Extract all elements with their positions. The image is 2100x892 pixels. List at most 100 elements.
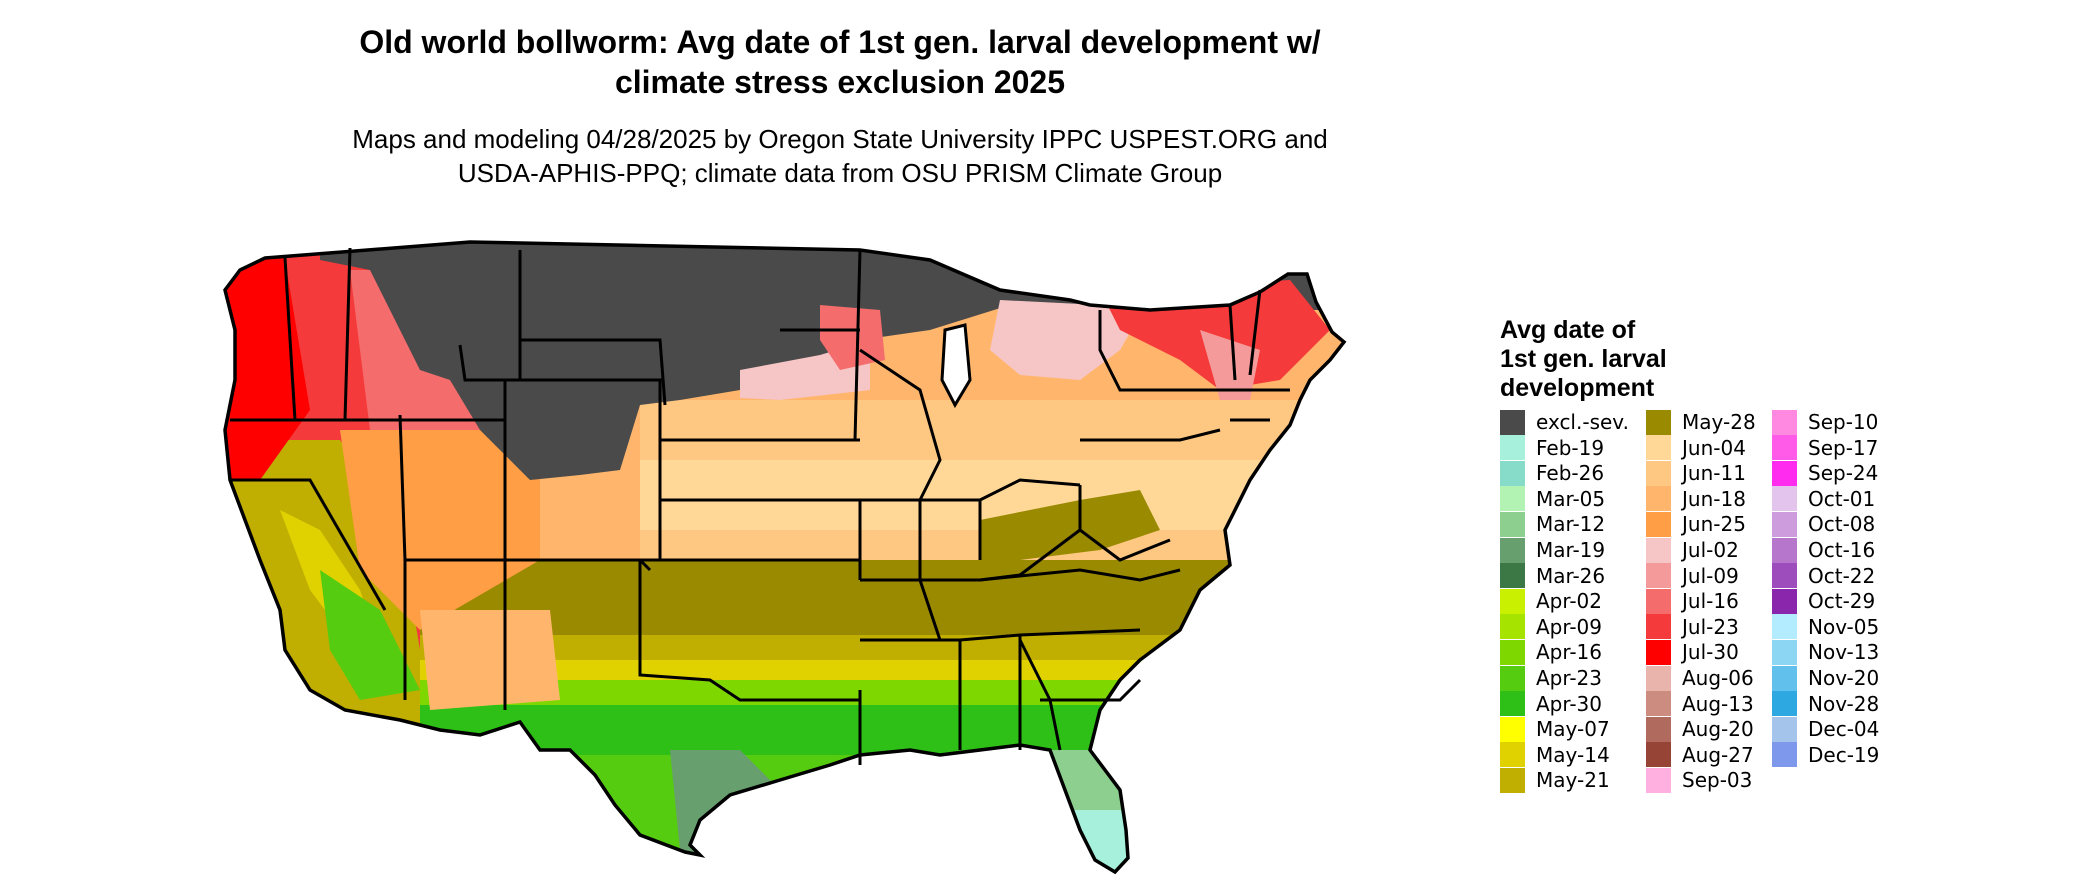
legend-label: Apr-02 xyxy=(1536,589,1602,614)
legend-label: May-07 xyxy=(1536,717,1610,742)
legend-label: Aug-13 xyxy=(1682,691,1754,716)
legend-swatch xyxy=(1646,767,1671,793)
legend-swatch xyxy=(1500,665,1525,691)
legend-label: Jun-18 xyxy=(1682,486,1746,511)
legend-label: May-28 xyxy=(1682,410,1756,434)
legend-swatch xyxy=(1500,767,1525,793)
legend-swatch xyxy=(1500,691,1525,717)
legend-swatch xyxy=(1772,486,1797,512)
legend-item: May-14 xyxy=(1500,742,1610,768)
legend-label: May-21 xyxy=(1536,768,1610,793)
legend-swatch xyxy=(1646,742,1671,768)
legend-swatch xyxy=(1500,588,1525,614)
legend-swatch xyxy=(1500,716,1525,742)
legend-label: Apr-16 xyxy=(1536,640,1602,665)
legend-item: Feb-26 xyxy=(1500,460,1604,486)
legend-item: Jul-23 xyxy=(1646,614,1739,640)
legend-swatch xyxy=(1646,665,1671,691)
legend-item: Nov-13 xyxy=(1772,639,1880,665)
legend-label: Oct-08 xyxy=(1808,512,1876,537)
legend-label: Nov-05 xyxy=(1808,614,1880,639)
legend-item: Jul-30 xyxy=(1646,639,1739,665)
legend-swatch xyxy=(1646,460,1671,486)
legend-swatch xyxy=(1500,742,1525,768)
legend-swatch xyxy=(1772,665,1797,691)
legend-item: Jul-16 xyxy=(1646,588,1739,614)
legend-item: Oct-01 xyxy=(1772,486,1876,512)
legend-label: May-14 xyxy=(1536,742,1610,767)
legend-label: Jun-04 xyxy=(1682,435,1746,460)
legend-swatch xyxy=(1772,588,1797,614)
map-title: Old world bollworm: Avg date of 1st gen.… xyxy=(250,22,1430,102)
legend-label: Aug-27 xyxy=(1682,742,1754,767)
legend-item: excl.-sev. xyxy=(1500,409,1629,435)
legend-title-line-1: Avg date of xyxy=(1500,316,1636,344)
legend-item: Jun-11 xyxy=(1646,460,1746,486)
legend-label: Jul-09 xyxy=(1682,563,1739,588)
legend-item: Sep-03 xyxy=(1646,767,1752,793)
legend-item: Mar-05 xyxy=(1500,486,1605,512)
legend-label: Mar-19 xyxy=(1536,538,1606,562)
legend-item: Oct-22 xyxy=(1772,563,1876,589)
legend-item: Aug-27 xyxy=(1646,742,1754,768)
legend-swatch xyxy=(1646,537,1671,563)
legend-label: Apr-09 xyxy=(1536,614,1602,639)
legend-swatch xyxy=(1646,614,1671,640)
legend-swatch xyxy=(1646,563,1671,589)
legend-swatch xyxy=(1500,511,1525,537)
legend-label: Oct-16 xyxy=(1808,538,1876,562)
legend-swatch xyxy=(1772,409,1797,435)
legend-item: Jul-09 xyxy=(1646,563,1739,589)
legend-item: May-07 xyxy=(1500,716,1610,742)
legend-swatch xyxy=(1772,460,1797,486)
legend-swatch xyxy=(1646,409,1671,435)
legend-item: Sep-10 xyxy=(1772,409,1879,435)
legend-swatch xyxy=(1500,409,1525,435)
legend-swatch xyxy=(1500,460,1525,486)
legend-swatch xyxy=(1772,537,1797,563)
legend-label: Sep-10 xyxy=(1808,410,1879,434)
map-subtitle: Maps and modeling 04/28/2025 by Oregon S… xyxy=(250,122,1430,190)
legend-swatch xyxy=(1646,639,1671,665)
legend-item: Aug-06 xyxy=(1646,665,1754,691)
legend-item: Apr-23 xyxy=(1500,665,1602,691)
legend-item: Dec-04 xyxy=(1772,716,1879,742)
legend-label: Oct-01 xyxy=(1808,486,1876,511)
legend-label: Sep-24 xyxy=(1808,461,1879,486)
legend-label: Aug-06 xyxy=(1682,666,1754,690)
legend-swatch xyxy=(1500,486,1525,512)
legend-swatch xyxy=(1646,716,1671,742)
legend-label: Nov-13 xyxy=(1808,640,1880,665)
legend-item: Jun-04 xyxy=(1646,435,1746,461)
legend-title-line-2: 1st gen. larval xyxy=(1500,345,1667,373)
legend-item: Apr-09 xyxy=(1500,614,1602,640)
state-borders xyxy=(230,247,1290,765)
legend-label: Jul-30 xyxy=(1682,640,1739,665)
legend-swatch xyxy=(1772,691,1797,717)
map-title-line-1: Old world bollworm: Avg date of 1st gen.… xyxy=(359,24,1321,60)
legend-label: Mar-26 xyxy=(1536,563,1606,588)
legend-item: Mar-12 xyxy=(1500,511,1606,537)
legend-item: Nov-28 xyxy=(1772,691,1880,717)
legend-swatch xyxy=(1500,614,1525,640)
legend-label: Nov-20 xyxy=(1808,666,1880,690)
legend-item: Oct-29 xyxy=(1772,588,1875,614)
legend-label: Jun-11 xyxy=(1682,461,1746,486)
legend-item: Apr-30 xyxy=(1500,691,1602,717)
legend-label: Feb-19 xyxy=(1536,435,1605,460)
legend-swatch xyxy=(1646,691,1671,717)
map-subtitle-line-2: USDA-APHIS-PPQ; climate data from OSU PR… xyxy=(457,158,1223,188)
legend-label: Mar-12 xyxy=(1536,512,1606,537)
legend-label: Nov-28 xyxy=(1808,691,1880,716)
legend-item: Aug-13 xyxy=(1646,691,1754,717)
legend-label: Jul-23 xyxy=(1682,614,1739,639)
legend-label: Jul-16 xyxy=(1682,589,1739,614)
lake-michigan xyxy=(940,323,972,409)
legend-swatch xyxy=(1772,563,1797,589)
legend-swatch xyxy=(1772,614,1797,640)
legend-label: Oct-22 xyxy=(1808,563,1876,588)
legend-swatch xyxy=(1500,563,1525,589)
legend-item: Jun-25 xyxy=(1646,511,1746,537)
legend-swatch xyxy=(1646,486,1671,512)
legend-swatch xyxy=(1500,537,1525,563)
